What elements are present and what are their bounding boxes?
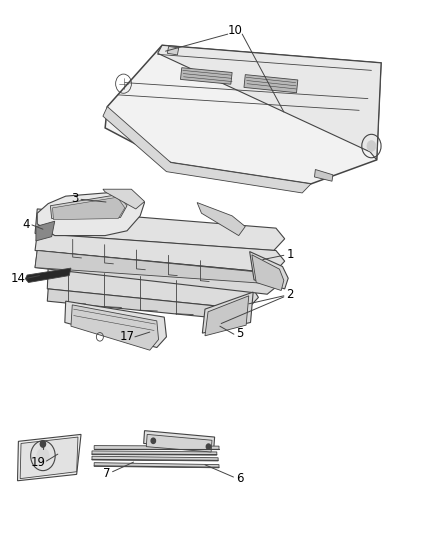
- Polygon shape: [103, 107, 311, 193]
- Polygon shape: [202, 292, 253, 333]
- Polygon shape: [71, 305, 159, 350]
- Circle shape: [37, 448, 49, 463]
- Text: 14: 14: [11, 272, 26, 285]
- Polygon shape: [36, 221, 55, 241]
- Polygon shape: [167, 46, 179, 55]
- Polygon shape: [37, 191, 145, 236]
- Polygon shape: [47, 268, 258, 309]
- Text: 3: 3: [72, 192, 79, 205]
- Circle shape: [40, 441, 46, 447]
- Polygon shape: [94, 463, 219, 468]
- Polygon shape: [20, 437, 78, 479]
- Polygon shape: [35, 251, 280, 294]
- Text: 7: 7: [102, 467, 110, 480]
- Polygon shape: [197, 203, 245, 236]
- Polygon shape: [35, 251, 267, 284]
- Polygon shape: [250, 252, 288, 289]
- Polygon shape: [244, 75, 298, 93]
- Polygon shape: [314, 169, 333, 181]
- Polygon shape: [146, 434, 212, 452]
- Polygon shape: [180, 68, 232, 84]
- Polygon shape: [18, 434, 81, 481]
- Polygon shape: [205, 296, 249, 336]
- Text: 1: 1: [286, 248, 294, 261]
- Polygon shape: [35, 209, 285, 251]
- Polygon shape: [25, 268, 71, 282]
- Polygon shape: [94, 446, 219, 449]
- Circle shape: [206, 444, 211, 449]
- Text: 2: 2: [286, 288, 294, 301]
- Text: 10: 10: [228, 25, 243, 37]
- Polygon shape: [105, 45, 381, 184]
- Polygon shape: [144, 431, 215, 449]
- Polygon shape: [252, 255, 284, 290]
- Polygon shape: [92, 451, 217, 455]
- Polygon shape: [92, 456, 218, 461]
- Polygon shape: [103, 189, 145, 209]
- Circle shape: [367, 141, 376, 151]
- Polygon shape: [53, 197, 125, 220]
- Circle shape: [151, 438, 155, 443]
- Polygon shape: [65, 301, 166, 348]
- Polygon shape: [35, 233, 285, 273]
- Polygon shape: [158, 45, 381, 160]
- Text: 19: 19: [31, 456, 46, 469]
- Text: 4: 4: [22, 219, 30, 231]
- Text: 6: 6: [236, 472, 244, 484]
- Text: 5: 5: [237, 327, 244, 340]
- Polygon shape: [50, 195, 127, 219]
- Polygon shape: [47, 289, 247, 321]
- Text: 17: 17: [120, 330, 134, 343]
